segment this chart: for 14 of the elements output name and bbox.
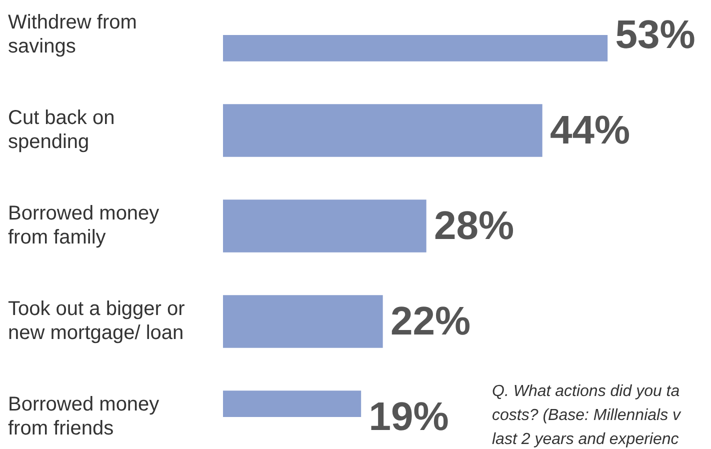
data-label: 19% [368,395,449,440]
y-tick-label: Cut back on spending [8,107,115,154]
data-label: 28% [434,204,514,248]
y-tick-label: Borrowed money from friends [8,394,160,440]
annotation: Q. What actions did you ta [492,383,680,400]
data-label: 44% [550,108,630,153]
data-label: 53% [615,13,696,58]
annotation: costs? (Base: Millennials v [492,407,682,424]
annotation: last 2 years and experienc [492,431,679,448]
bar [223,200,426,252]
y-tick-label: Borrowed money from family [8,202,160,249]
data-label: 22% [390,300,471,344]
y-tick-label: Withdrew from savings [8,12,137,58]
y-tick-label: Took out a bigger or new mortgage/ loan [8,298,186,344]
